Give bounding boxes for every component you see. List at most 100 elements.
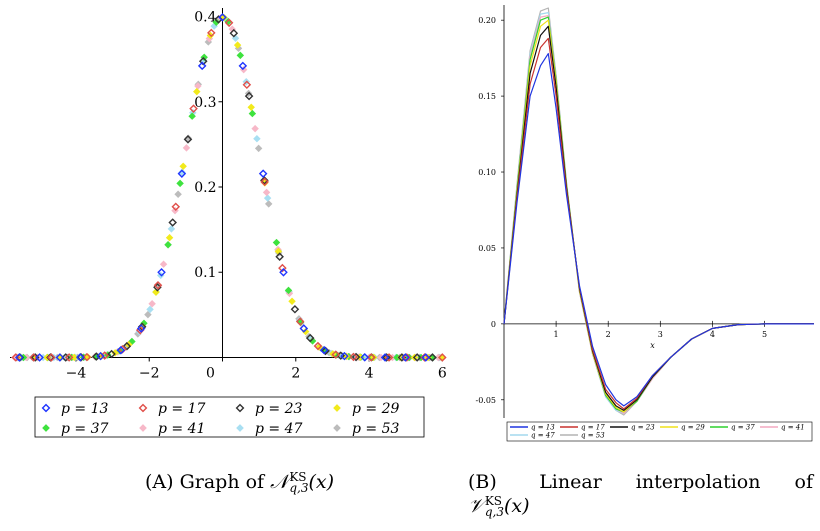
scatter-point-p47 [146,305,154,314]
scatter-point-p53 [254,144,263,153]
series-line-q23 [503,25,814,411]
caption-a-symbol: 𝒩 [270,471,289,493]
legend-a-label: p = 29 [352,401,400,417]
scatter-point-p13 [258,169,268,178]
caption-b-sup: KS [484,494,503,508]
legend-a-label: p = 13 [61,401,109,417]
scatter-point-p17 [64,353,74,362]
scatter-point-p17 [278,263,287,273]
scatter-point-p53 [144,310,152,319]
scatter-point-p37 [308,337,317,345]
scatter-point-p13 [55,353,65,362]
series-line-q37 [503,16,814,413]
legend-b-label: q = 53 [581,432,605,440]
series-line-q17 [503,37,814,410]
scatter-point-p13 [177,169,187,178]
scatter-point-p37 [176,179,184,188]
scatter-point-p23 [305,333,315,343]
legend-a-marker [41,403,51,413]
scatter-point-p37 [248,109,257,118]
scatter-point-p13 [96,351,105,361]
x-tick-label-b: 5 [762,330,767,339]
series-line-q13 [503,53,814,407]
scatter-point-p47 [253,134,261,143]
x-tick-label-a: 2 [291,365,300,381]
caption-b-label: (B) [468,471,497,493]
scatter-point-p13 [238,61,248,71]
legend-a-box [34,396,425,438]
scatter-point-p23 [183,135,193,144]
scatter-point-p17 [153,281,163,290]
scatter-point-p53 [174,190,182,198]
scatter-point-p23 [260,176,269,185]
scatter-point-p37 [284,286,293,295]
scatter-point-p23 [428,353,437,362]
x-axis-label-b: x [650,341,655,350]
caption-b-sub: q,3 [484,505,504,519]
scatter-point-p13 [380,353,390,362]
scatter-point-p13 [218,13,227,22]
legend-b-label: q = 23 [631,424,655,432]
scatter-point-p53 [264,200,273,208]
x-tick-label-a: −4 [66,365,87,381]
scatter-point-p29 [247,103,255,112]
scatter-point-p37 [164,241,172,249]
scatter-point-p37 [212,18,220,27]
series-line-q41 [503,15,814,414]
series-line-q29 [503,19,814,413]
x-tick-label-a: 4 [365,365,374,381]
scatter-point-p23 [107,349,116,359]
x-tick-label-a: 6 [438,365,447,381]
y-tick-label-b: 0.05 [478,244,496,253]
legend-a-label: p = 17 [158,401,206,417]
y-tick-label-a: 0.3 [194,95,216,111]
scatter-point-p29 [233,41,242,49]
scatter-point-p23 [351,352,361,362]
legend-b-label: q = 47 [531,432,555,440]
legend-a-marker [139,424,147,432]
scatter-point-p17 [224,18,234,28]
y-tick-label-b: 0.10 [478,168,496,177]
y-tick-label-b: 0.20 [478,16,496,25]
scatter-point-p17 [260,177,269,187]
scatter-point-p47 [231,34,240,42]
chart-b: 1 2 3 4 5 x -0.05 0 0.05 0.10 0.15 0.20 q = 13 q = 17… [475,5,814,442]
caption-b-symbol: 𝒱 [468,495,484,517]
scatter-point-p23 [229,28,239,38]
scatter-point-p13 [401,353,410,362]
scatter-point-p13 [157,268,166,277]
scatter-point-p13 [299,324,309,333]
caption-a: (A) Graph of 𝒩 KS q,3 (x) [145,470,334,494]
scatter-point-p47 [167,225,176,233]
scatter-point-p17 [420,353,429,362]
caption-b-text: Linear interpolation of [539,471,813,493]
caption-a-text: Graph of [179,471,265,493]
scatter-point-p17 [366,353,376,362]
scatter-point-p13 [279,268,288,277]
scatter-point-p37 [236,51,245,60]
scatter-point-p23 [275,252,284,261]
scatter-point-p17 [438,353,447,362]
scatter-point-p41 [182,144,191,152]
scatter-point-p13 [14,353,24,362]
legend-a-label: p = 23 [255,401,303,417]
scatter-point-p23 [168,218,177,227]
x-tick-label-b: 4 [710,330,715,339]
caption-a-sub: q,3 [289,481,309,495]
y-tick-label-b: -0.05 [475,396,496,405]
scatter-point-p47 [263,194,272,202]
scatter-point-p17 [295,317,305,326]
scatter-point-p17 [242,80,252,90]
scatter-point-p41 [148,300,156,308]
legend-a-marker [235,403,245,413]
y-tick-label-b: 0.15 [478,92,496,101]
scatter-point-p41 [159,260,168,268]
legend-b: q = 13 q = 17 q = 23 q = 29 q = 37 q = 41 q = … [506,421,813,442]
scatter-point-p47 [178,168,186,177]
y-tick-label-a: 0.1 [194,265,216,281]
scatter-point-p13 [319,345,329,355]
scatter-point-p29 [179,162,187,171]
legend-a-marker [138,403,148,413]
scatter-point-p23 [244,91,254,101]
